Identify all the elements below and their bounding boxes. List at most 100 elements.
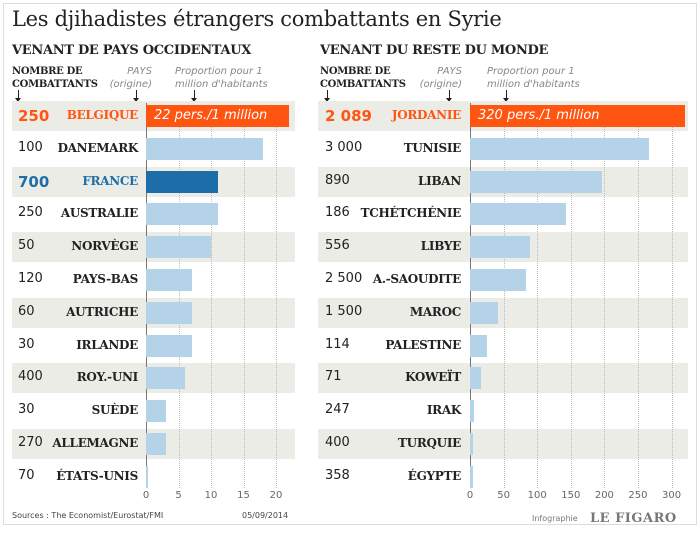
x-tick-label: 10 — [204, 490, 218, 501]
bar-value-label: 320 pers./1 million — [478, 108, 600, 123]
fighter-count: 30 — [18, 336, 35, 352]
gridline — [671, 126, 673, 488]
fighter-count: 250 — [18, 205, 43, 221]
axis-line — [146, 103, 147, 488]
bar — [470, 170, 603, 193]
x-tick-label: 15 — [237, 490, 250, 501]
country-label: TUNISIE — [403, 140, 462, 155]
page-title: Les djihadistes étrangers combattants en… — [12, 7, 502, 31]
country-label: JORDANIE — [391, 108, 461, 122]
country-label: DANEMARK — [57, 140, 139, 155]
bar — [470, 367, 482, 390]
country-label: PAYS-BAS — [72, 272, 139, 286]
bar — [470, 334, 487, 357]
fighter-count: 400 — [325, 435, 350, 450]
bar — [470, 236, 531, 259]
bar — [146, 203, 218, 226]
row-shade — [318, 429, 688, 459]
gridline — [211, 126, 212, 488]
credit: Infographie — [532, 514, 578, 523]
country-label: FRANCE — [82, 173, 138, 188]
fighter-count: 50 — [18, 238, 35, 254]
x-tick-label: 0 — [142, 490, 150, 501]
country-label: MAROC — [409, 304, 461, 319]
bar: 22 pers./1 million — [146, 105, 289, 127]
left-header-country: PAYS (origine) — [109, 66, 152, 90]
country-label: AUSTRALIE — [60, 206, 138, 221]
bar — [146, 301, 192, 324]
gridline — [637, 126, 639, 488]
fighter-count: 3 000 — [325, 139, 363, 155]
country-label: BELGIQUE — [66, 108, 139, 122]
fighter-count: 270 — [18, 435, 43, 450]
bar — [470, 203, 567, 226]
fighter-count: 71 — [325, 369, 342, 385]
fighter-count: 250 — [18, 107, 50, 125]
x-tick-label: 50 — [497, 490, 510, 501]
gridline — [503, 126, 505, 488]
x-tick-label: 20 — [269, 490, 283, 501]
x-tick-label: 5 — [175, 490, 182, 501]
fighter-count: 114 — [325, 336, 350, 352]
sources: Sources : The Economist/Eurostat/FMI — [12, 511, 164, 520]
arrow-icon — [446, 90, 452, 102]
x-tick-label: 150 — [561, 490, 581, 501]
axis-line — [470, 103, 471, 488]
bar — [470, 433, 474, 455]
bar-value-label: 22 pers./1 million — [154, 108, 268, 123]
bar — [470, 400, 475, 423]
fighter-count: 247 — [325, 402, 350, 418]
arrow-icon — [191, 90, 197, 102]
country-label: AUTRICHE — [66, 304, 138, 319]
right-panel-title: VENANT DU RESTE DU MONDE — [320, 43, 549, 58]
bar — [146, 433, 166, 455]
bar — [146, 367, 185, 390]
le-figaro-logo: LE FIGARO — [590, 511, 677, 526]
arrow-icon — [503, 90, 509, 102]
fighter-count: 186 — [325, 205, 350, 221]
fighter-count: 890 — [325, 172, 350, 188]
arrow-icon — [324, 90, 330, 102]
bar — [146, 465, 148, 488]
bar — [470, 137, 649, 160]
fighter-count: 70 — [18, 467, 35, 483]
gridline — [243, 126, 245, 488]
frame — [3, 3, 697, 525]
bar — [146, 400, 166, 423]
country-label: IRAK — [426, 403, 461, 418]
country-label: TURQUIE — [398, 436, 461, 450]
country-label: ALLEMAGNE — [52, 436, 138, 450]
x-tick-label: 100 — [527, 490, 547, 501]
fighter-count: 2 089 — [325, 107, 372, 125]
country-label: ÉTATS-UNIS — [56, 468, 138, 483]
left-header-proportion: Proportion pour 1 million d'habitants — [175, 66, 268, 90]
gridline — [276, 126, 277, 488]
left-panel-title: VENANT DE PAYS OCCIDENTAUX — [12, 43, 252, 58]
country-label: PALESTINE — [385, 337, 461, 352]
gridline — [570, 126, 572, 488]
row-shade — [318, 297, 688, 328]
right-header-country: PAYS (origine) — [419, 66, 462, 90]
country-label: IRLANDE — [76, 337, 138, 352]
country-label: NORVÈGE — [71, 239, 138, 254]
x-tick-label: 250 — [628, 490, 648, 501]
country-label: KOWEÏT — [405, 370, 461, 385]
x-tick-label: 300 — [662, 490, 682, 501]
country-label: SUÈDE — [91, 403, 139, 418]
arrow-icon — [133, 90, 139, 102]
row-shade — [318, 363, 688, 394]
bar — [470, 301, 499, 324]
country-label: LIBYE — [420, 239, 462, 254]
country-label: TCHÉTCHÉNIE — [360, 206, 462, 221]
right-header-number: NOMBRE DE COMBATTANTS — [320, 66, 406, 90]
bar — [146, 334, 192, 357]
gridline — [537, 126, 539, 488]
fighter-count: 2 500 — [325, 271, 363, 286]
right-header-proportion: Proportion pour 1 million d'habitants — [487, 66, 580, 90]
fighter-count: 700 — [18, 172, 50, 191]
country-label: LIBAN — [418, 173, 461, 188]
fighter-count: 400 — [18, 369, 43, 385]
bar — [146, 269, 192, 291]
country-label: ÉGYPTE — [407, 468, 462, 483]
bar — [146, 137, 263, 160]
